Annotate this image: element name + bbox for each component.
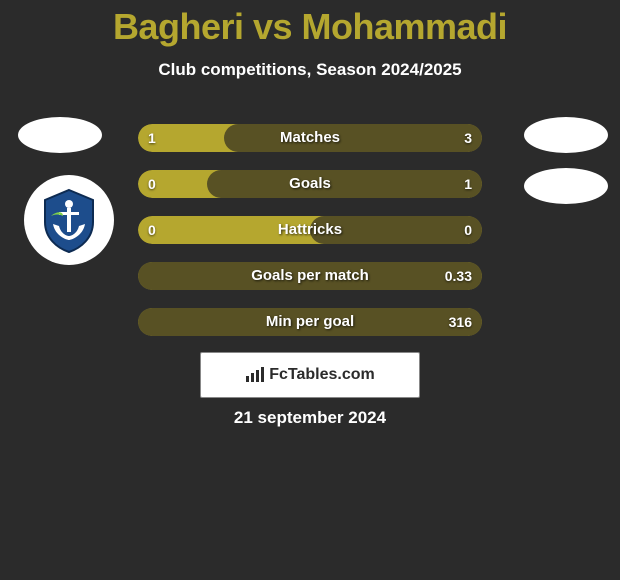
left-club-crest [24, 175, 114, 265]
brand-label: FcTables.com [245, 366, 375, 384]
right-badge-placeholder-2 [524, 168, 608, 204]
stat-row-goals: 0 Goals 1 [138, 170, 482, 198]
right-badge-placeholder-1 [524, 117, 608, 153]
left-badge-placeholder [18, 117, 102, 153]
stat-bars: 1 Matches 3 0 Goals 1 0 Hattricks 0 Goal… [138, 124, 482, 354]
subtitle: Club competitions, Season 2024/2025 [0, 60, 620, 80]
stat-value-right: 0.33 [445, 262, 472, 290]
stat-row-mpg: Min per goal 316 [138, 308, 482, 336]
stat-row-gpm: Goals per match 0.33 [138, 262, 482, 290]
stat-value-right: 3 [464, 124, 472, 152]
stat-label: Goals [138, 170, 482, 198]
stat-label: Goals per match [138, 262, 482, 290]
stat-row-hattricks: 0 Hattricks 0 [138, 216, 482, 244]
page-title: Bagheri vs Mohammadi [0, 0, 620, 48]
stat-value-right: 316 [449, 308, 472, 336]
anchor-crest-icon [33, 184, 105, 256]
stat-label: Hattricks [138, 216, 482, 244]
comparison-card: Bagheri vs Mohammadi Club competitions, … [0, 0, 620, 580]
date-text: 21 september 2024 [0, 408, 620, 428]
brand-text: FcTables.com [269, 366, 375, 384]
brand-box: FcTables.com [200, 352, 420, 398]
stat-value-right: 1 [464, 170, 472, 198]
stat-label: Matches [138, 124, 482, 152]
stat-value-right: 0 [464, 216, 472, 244]
bars-icon [245, 367, 265, 383]
stat-label: Min per goal [138, 308, 482, 336]
stat-row-matches: 1 Matches 3 [138, 124, 482, 152]
